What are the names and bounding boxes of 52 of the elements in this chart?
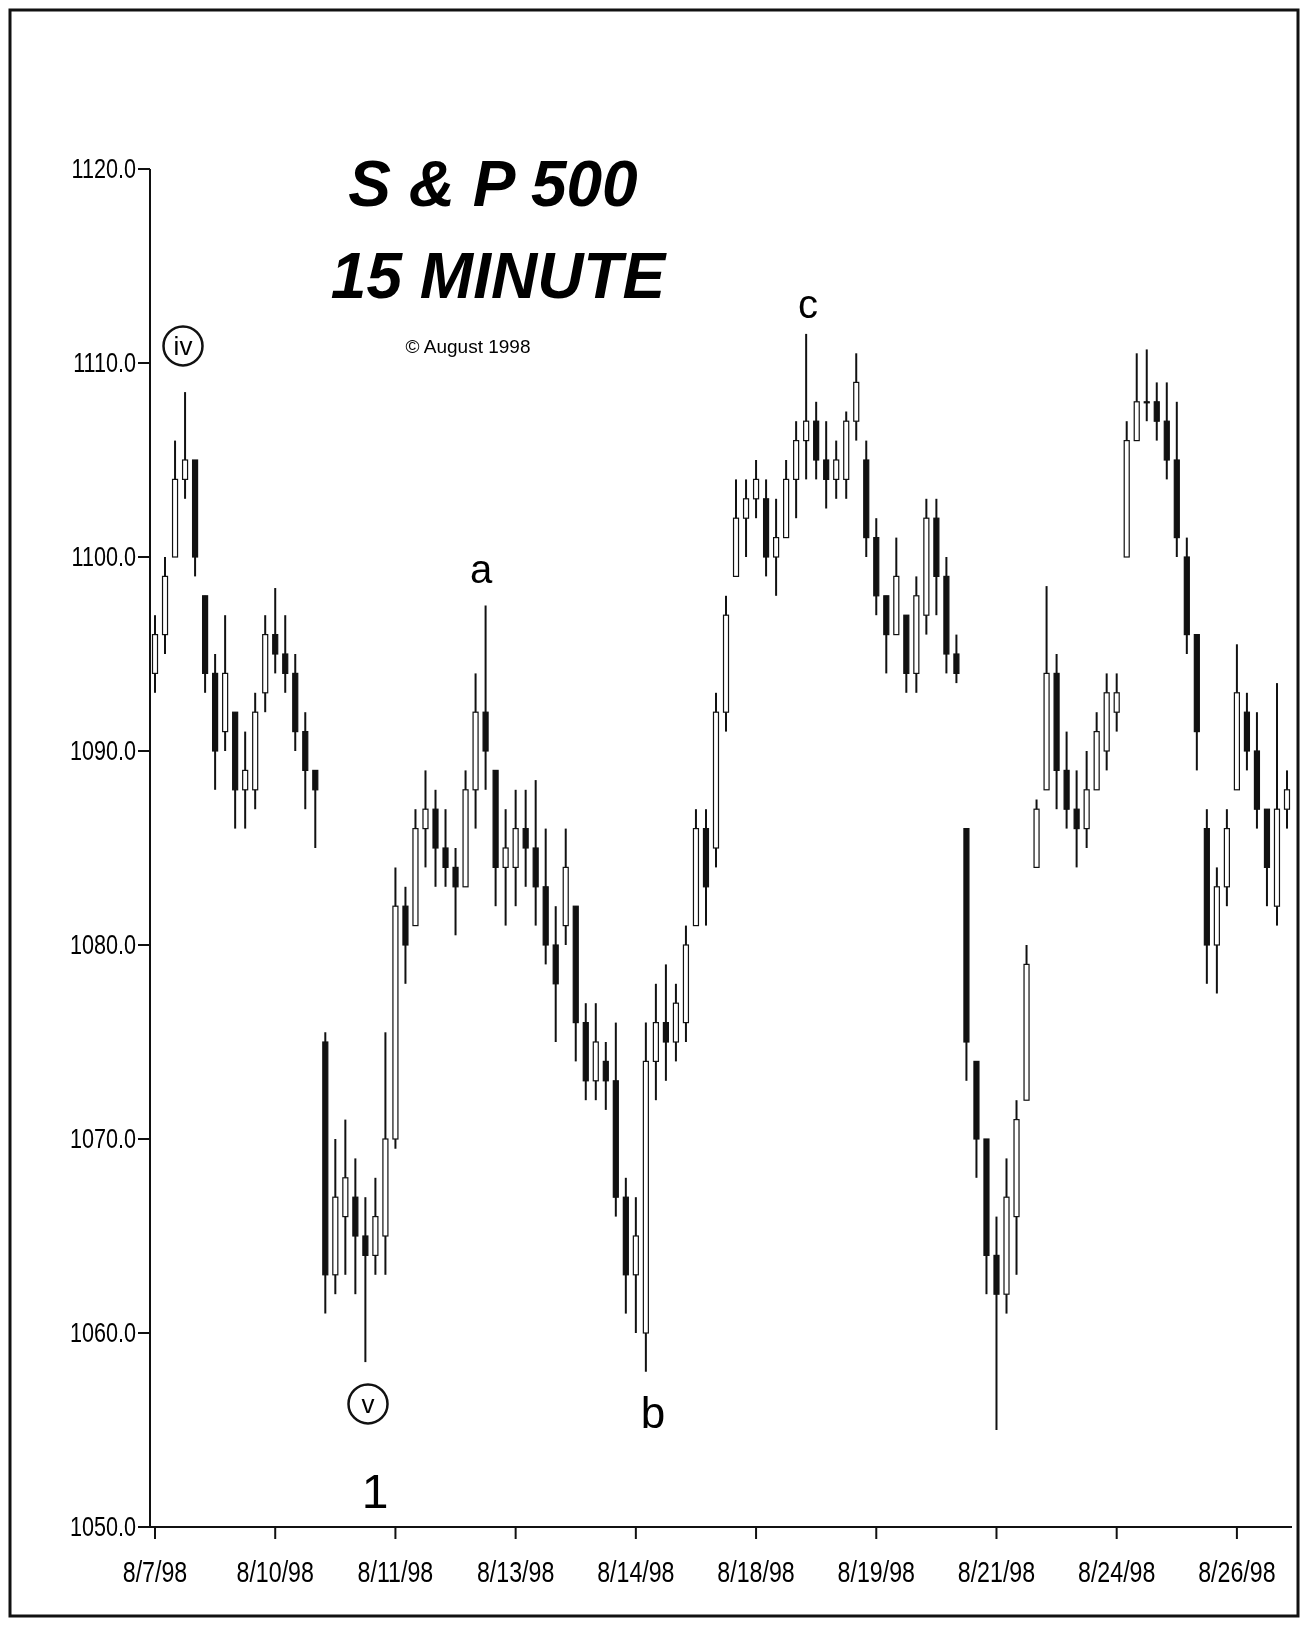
y-tick-label: 1070.0 (69, 1124, 136, 1154)
y-tick-label: 1110.0 (73, 348, 136, 378)
text: 15 MINUTE (330, 240, 668, 312)
x-tick-label: 8/11/98 (357, 1555, 434, 1589)
candlestick (242, 730, 249, 830)
candlestick (282, 614, 289, 694)
candlestick (742, 478, 750, 558)
annotation: b (640, 1388, 666, 1437)
candlestick (522, 788, 529, 888)
annotation: v (361, 1389, 375, 1419)
candlestick (1113, 672, 1120, 733)
candlestick (272, 587, 279, 675)
x-tick-label: 8/19/98 (837, 1555, 915, 1589)
annotation: iv (173, 331, 193, 361)
candlestick (773, 497, 780, 597)
candlestick (181, 391, 189, 500)
candlestick (833, 439, 840, 500)
candlestick (1153, 381, 1160, 442)
candlestick (752, 459, 760, 520)
candlestick (1283, 769, 1291, 830)
y-tick-label: 1100.0 (71, 542, 136, 572)
candlestick (502, 808, 509, 927)
candlestick (602, 1041, 609, 1111)
candlestick (312, 769, 319, 849)
candlestick (662, 963, 669, 1082)
x-tick-label: 8/24/98 (1078, 1555, 1156, 1589)
y-tick-label: 1060.0 (69, 1318, 136, 1348)
annotation: a (469, 547, 493, 591)
candlestick (1143, 348, 1150, 423)
candlestick (442, 808, 449, 888)
candlestick (953, 633, 960, 685)
x-tick-label: 8/21/98 (957, 1555, 1036, 1589)
annotation: 1 (361, 1465, 389, 1518)
candlestick (362, 1196, 369, 1364)
candlestick (422, 769, 429, 869)
candlestick (452, 847, 459, 937)
chart-title: S & P 500 (348, 148, 638, 220)
x-tick-label: 8/14/98 (597, 1555, 675, 1589)
y-tick-label: 1090.0 (69, 736, 136, 766)
candlestick (823, 420, 830, 510)
y-tick-label: 1080.0 (69, 930, 136, 960)
annotation: c (798, 282, 818, 326)
y-tick-label: 1050.0 (69, 1512, 136, 1542)
candlestick (1073, 769, 1080, 869)
y-tick-label: 1120.0 (71, 154, 136, 184)
x-tick-label: 8/13/98 (476, 1555, 555, 1589)
candlestick (803, 332, 810, 481)
x-tick-label: 8/10/98 (236, 1555, 314, 1589)
x-tick-label: 8/7/98 (122, 1555, 188, 1589)
x-tick-label: 8/26/98 (1198, 1555, 1276, 1589)
annotation: © August 1998 (405, 336, 531, 357)
x-tick-label: 8/18/98 (717, 1555, 795, 1589)
